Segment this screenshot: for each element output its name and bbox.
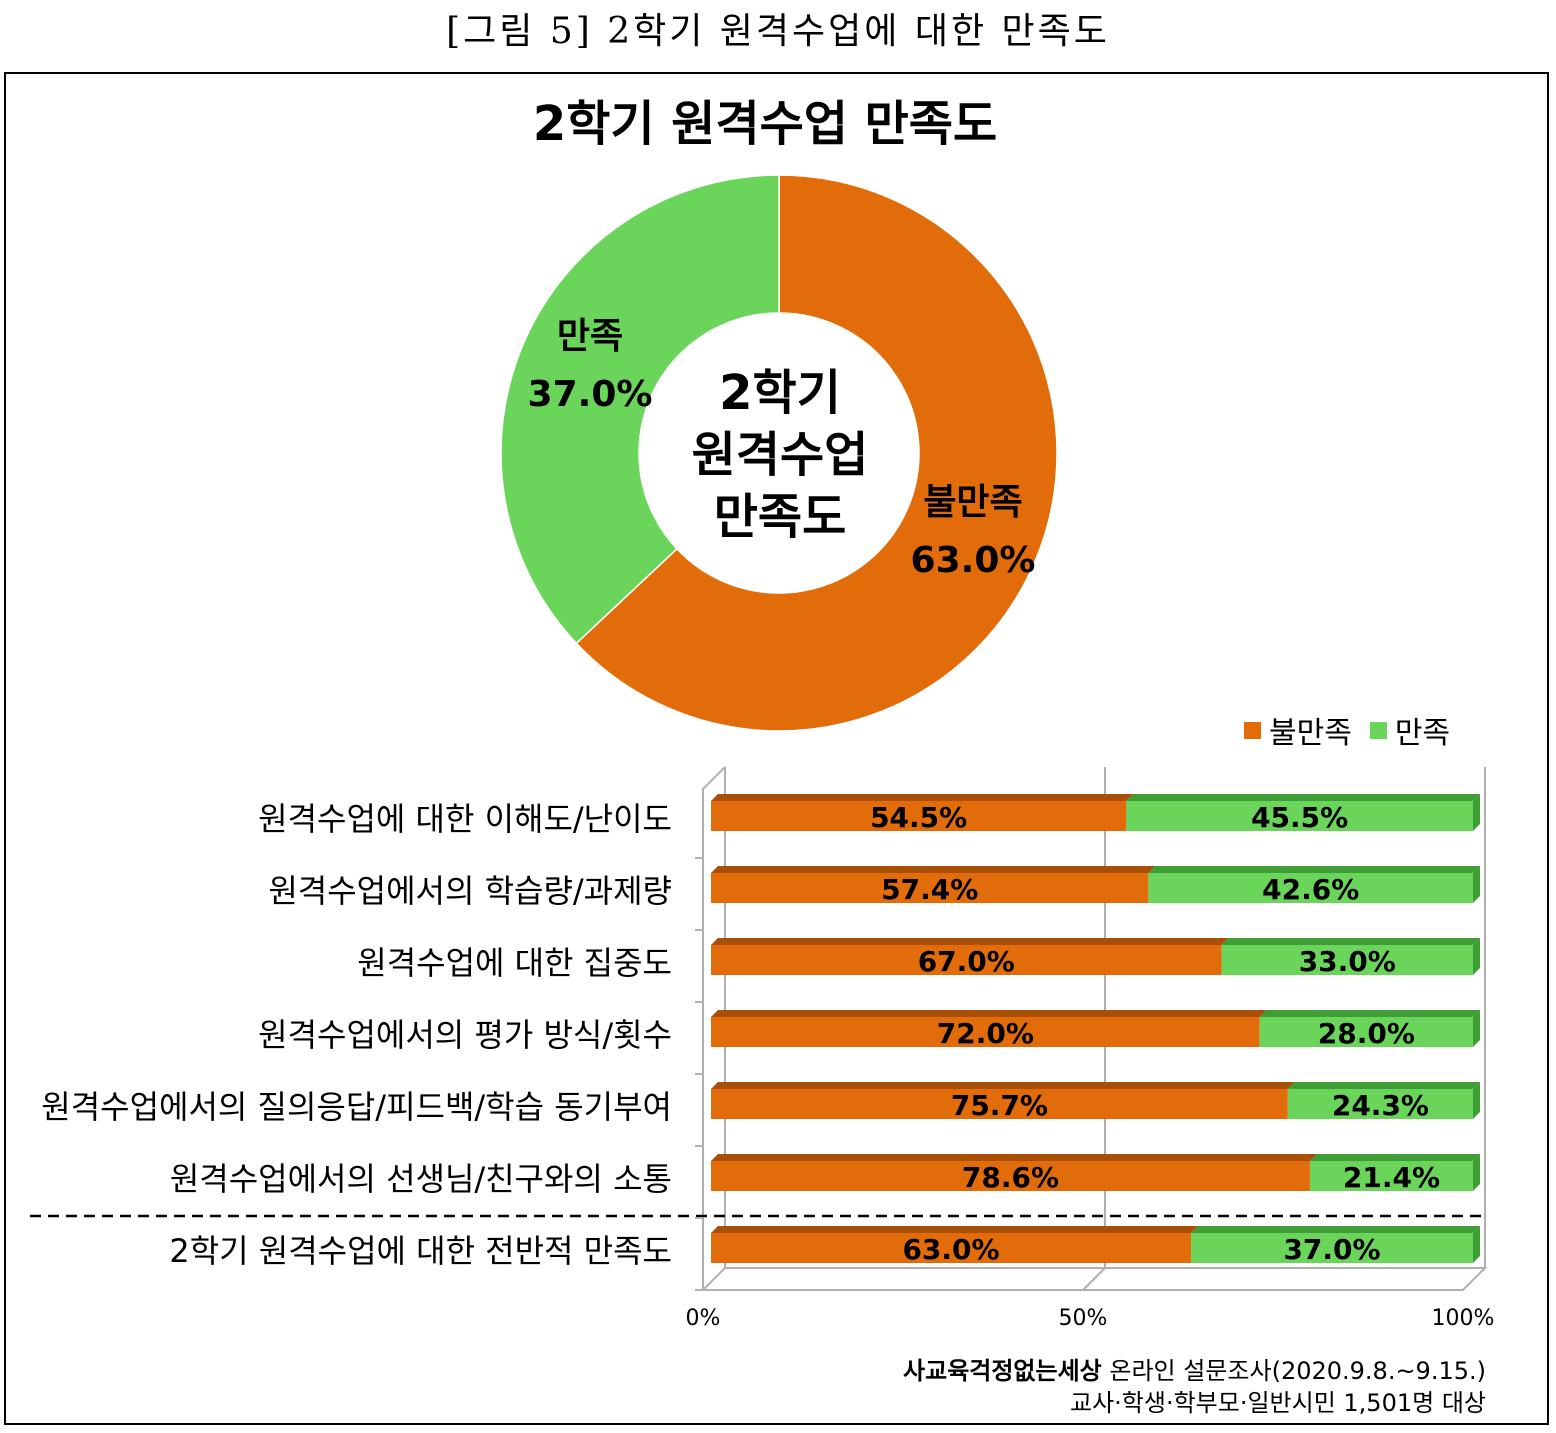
donut-center-line-2: 원격수업 (691, 427, 869, 483)
bar-dissatisfied (711, 945, 1222, 975)
bar-dissatisfied (711, 1089, 1288, 1119)
bar-top-dissatisfied (711, 866, 1156, 873)
source-line-1: 사교육걱정없는세상 온라인 설문조사(2020.9.8.~9.15.) (903, 1351, 1486, 1386)
slice-value-satisfied: 37.0% (527, 374, 653, 415)
bar-top-satisfied (1148, 866, 1480, 873)
category-label: 원격수업에 대한 집중도 (357, 944, 672, 982)
donut-center-label: 2학기 원격수업 만족도 (640, 362, 920, 548)
donut-center-line-1: 2학기 (719, 365, 841, 421)
bar-satisfied (1287, 1089, 1473, 1119)
left-wall (702, 766, 726, 1290)
bar-top-satisfied (1287, 1082, 1480, 1089)
bar-side-satisfied (1473, 1010, 1480, 1047)
category-label: 2학기 원격수업에 대한 전반적 만족도 (169, 1232, 672, 1270)
bar-satisfied (1126, 801, 1473, 831)
data-label-dissatisfied: 78.6% (962, 1161, 1059, 1194)
data-label-satisfied: 28.0% (1318, 1017, 1415, 1050)
bar-dissatisfied (711, 1161, 1310, 1191)
bar-satisfied (1309, 1161, 1473, 1191)
bar-top-satisfied (1259, 1010, 1480, 1017)
legend-swatch-satisfied (1369, 721, 1387, 739)
category-label: 원격수업에 대한 이해도/난이도 (258, 800, 672, 838)
bar-side-satisfied (1473, 866, 1480, 903)
bar-top-dissatisfied (711, 938, 1229, 945)
bar-side-satisfied (1473, 794, 1480, 831)
data-label-satisfied: 24.3% (1332, 1089, 1429, 1122)
slice-name-satisfied: 만족 (556, 316, 624, 357)
data-label-satisfied: 33.0% (1299, 945, 1396, 978)
source-line-2: 교사·학생·학부모·일반시민 1,501명 대상 (1070, 1389, 1486, 1417)
floor-mid-line (1082, 1267, 1106, 1291)
data-label-dissatisfied: 75.7% (951, 1089, 1048, 1122)
data-label-dissatisfied: 63.0% (902, 1233, 999, 1266)
bar-satisfied (1221, 945, 1473, 975)
data-label-dissatisfied: 54.5% (870, 801, 967, 834)
chart-frame (4, 72, 1549, 1425)
bar-top-dissatisfied (711, 1226, 1199, 1233)
bar-top-satisfied (1126, 794, 1480, 801)
data-label-dissatisfied: 67.0% (918, 945, 1015, 978)
bar-dissatisfied (711, 1233, 1192, 1263)
figure-caption: [그림 5] 2학기 원격수업에 대한 만족도 (446, 11, 1110, 52)
bar-top-satisfied (1221, 938, 1480, 945)
bar-satisfied (1259, 1017, 1473, 1047)
data-label-satisfied: 45.5% (1251, 801, 1348, 834)
chart-floor (700, 1267, 1488, 1291)
legend-swatch-dissatisfied (1244, 721, 1261, 739)
legend-label-dissatisfied: 불만족 (1269, 716, 1352, 751)
bar-top-dissatisfied (711, 1010, 1267, 1017)
x-tick-100: 100% (1431, 1306, 1495, 1331)
donut-slice-dissatisfied (575, 174, 1058, 732)
x-tick-0: 0% (685, 1306, 721, 1331)
legend-label-satisfied: 만족 (1394, 716, 1451, 751)
bar-side-satisfied (1473, 938, 1480, 975)
bar-side-satisfied (1473, 1154, 1480, 1191)
source-org: 사교육걱정없는세상 (903, 1357, 1102, 1385)
bar-satisfied (1148, 873, 1473, 903)
bar-dissatisfied (711, 873, 1149, 903)
category-label: 원격수업에서의 학습량/과제량 (268, 872, 672, 910)
legend-item-dissatisfied: 불만족 (1244, 708, 1352, 752)
data-label-dissatisfied: 57.4% (881, 873, 978, 906)
slice-name-dissatisfied: 불만족 (923, 482, 1023, 523)
category-label: 원격수업에서의 평가 방식/횟수 (258, 1016, 672, 1054)
source-survey: 온라인 설문조사(2020.9.8.~9.15.) (1101, 1357, 1486, 1385)
donut-slice-satisfied (500, 174, 780, 645)
data-label-satisfied: 21.4% (1343, 1161, 1440, 1194)
bar-dissatisfied (711, 801, 1127, 831)
data-label-satisfied: 42.6% (1262, 873, 1359, 906)
bar-top-satisfied (1191, 1226, 1480, 1233)
bar-top-dissatisfied (711, 1082, 1295, 1089)
category-label: 원격수업에서의 질의응답/피드백/학습 동기부여 (41, 1088, 672, 1126)
bar-satisfied (1191, 1233, 1473, 1263)
slice-label-dissatisfied: 불만족 63.0% (898, 474, 1048, 590)
donut-center-line-3: 만족도 (713, 489, 847, 545)
bar-side-satisfied (1473, 1082, 1480, 1119)
slice-value-dissatisfied: 63.0% (910, 540, 1036, 581)
bar-dissatisfied (711, 1017, 1260, 1047)
bar-top-dissatisfied (711, 794, 1134, 801)
bar-top-satisfied (1309, 1154, 1480, 1161)
data-label-satisfied: 37.0% (1283, 1233, 1380, 1266)
legend-item-satisfied: 만족 (1369, 708, 1451, 752)
bar-chart-legend: 불만족 만족 (1244, 712, 1468, 751)
category-label: 원격수업에서의 선생님/친구와의 소통 (169, 1160, 672, 1198)
slice-label-satisfied: 만족 37.0% (520, 308, 660, 424)
bar-side-satisfied (1473, 1226, 1480, 1263)
donut-chart-title: 2학기 원격수업 만족도 (532, 96, 998, 152)
data-label-dissatisfied: 72.0% (937, 1017, 1034, 1050)
x-tick-50: 50% (1058, 1306, 1108, 1331)
bar-top-dissatisfied (711, 1154, 1317, 1161)
